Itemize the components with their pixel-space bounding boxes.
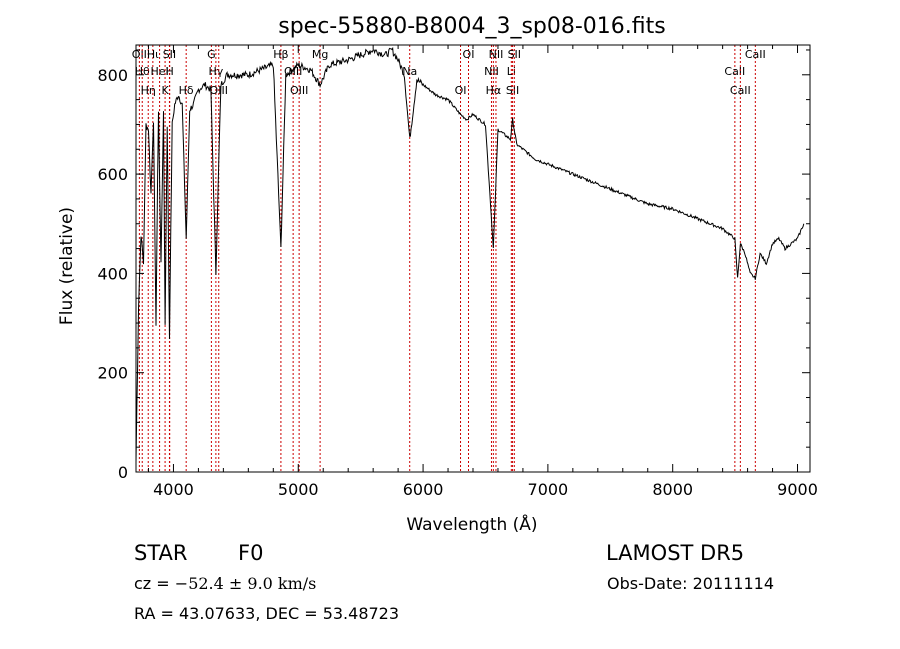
plot-area: OIIHθHηHιHeIKSIIHHδGHγOIIIHβOIIIOIIIMgNa… bbox=[97, 44, 818, 499]
redshift-value: −52.4 ± 9.0 km/s bbox=[174, 574, 317, 593]
line-label: Mg bbox=[312, 48, 328, 61]
line-label: Hθ bbox=[135, 65, 150, 78]
chart-title: spec-55880-B8004_3_sp08-016.fits bbox=[278, 14, 666, 39]
line-label: OIII bbox=[290, 84, 308, 97]
x-axis-label: Wavelength (Å) bbox=[406, 513, 537, 535]
line-label: Hδ bbox=[179, 84, 194, 97]
line-label: NII bbox=[484, 65, 499, 78]
observation-date: Obs-Date: 20111114 bbox=[607, 574, 775, 593]
line-label: G bbox=[207, 48, 216, 61]
line-label: HeI bbox=[150, 65, 168, 78]
y-axis-label: Flux (relative) bbox=[57, 207, 77, 325]
line-label: Hι bbox=[147, 48, 159, 61]
line-label: CaII bbox=[745, 48, 766, 61]
spectrum-line bbox=[135, 46, 805, 463]
line-label: Hγ bbox=[208, 65, 223, 78]
line-label: CaII bbox=[724, 65, 745, 78]
line-label: NII bbox=[489, 48, 504, 61]
plot-frame bbox=[135, 44, 811, 473]
redshift-readout: cz = −52.4 ± 9.0 km/s bbox=[134, 574, 316, 593]
line-label: SII bbox=[508, 48, 521, 61]
line-label: K bbox=[161, 84, 169, 97]
survey-name: LAMOST DR5 bbox=[606, 541, 745, 565]
line-label: SII bbox=[506, 84, 519, 97]
x-tick-label: 7000 bbox=[528, 480, 569, 499]
line-label: Hβ bbox=[273, 48, 288, 61]
y-tick-label: 800 bbox=[97, 66, 128, 85]
y-tick-label: 200 bbox=[97, 364, 128, 383]
line-label: OI bbox=[455, 84, 467, 97]
line-label: Hη bbox=[141, 84, 156, 97]
line-label: H bbox=[166, 65, 174, 78]
y-tick-label: 600 bbox=[97, 165, 128, 184]
x-tick-label: 8000 bbox=[652, 480, 693, 499]
x-tick-label: 6000 bbox=[403, 480, 444, 499]
y-tick-label: 400 bbox=[97, 264, 128, 283]
x-tick-label: 9000 bbox=[777, 480, 818, 499]
object-class: STAR bbox=[134, 541, 188, 565]
line-label: OI bbox=[463, 48, 475, 61]
x-tick-label: 5000 bbox=[278, 480, 319, 499]
line-label: CaII bbox=[730, 84, 751, 97]
x-tick-label: 4000 bbox=[153, 480, 194, 499]
line-label: Na bbox=[402, 65, 417, 78]
line-label: Li bbox=[507, 65, 516, 78]
line-label: OIII bbox=[210, 84, 228, 97]
y-tick-label: 0 bbox=[118, 463, 128, 482]
redshift-prefix: cz = bbox=[134, 574, 175, 593]
coordinates-readout: RA = 43.07633, DEC = 53.48723 bbox=[134, 604, 400, 623]
object-subclass: F0 bbox=[238, 541, 264, 565]
line-label: Hα bbox=[486, 84, 502, 97]
